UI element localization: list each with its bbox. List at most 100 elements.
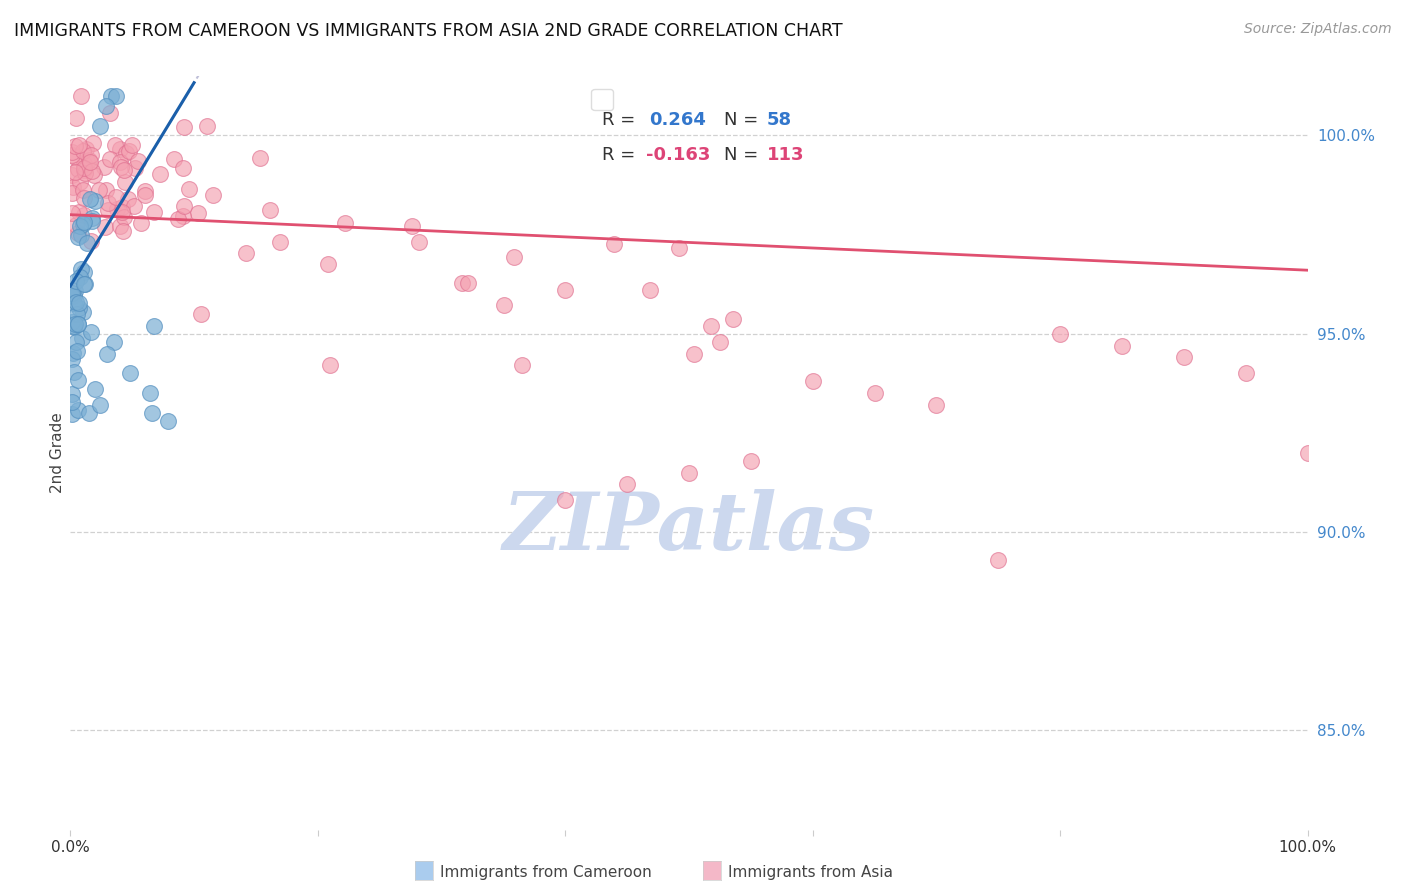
Point: [110, 160, 132, 174]
Text: 113: 113: [766, 146, 804, 164]
Point: [73, 277, 96, 291]
Point: [103, 334, 125, 349]
Point: [105, 88, 128, 103]
Point: [60, 145, 83, 159]
Point: [143, 318, 166, 333]
Point: [60, 387, 83, 401]
Point: [70, 331, 93, 345]
Point: [127, 154, 149, 169]
Point: [60, 352, 83, 367]
Point: [801, 374, 824, 388]
Point: [76, 235, 98, 250]
Point: [67, 317, 90, 331]
Point: [187, 206, 209, 220]
Point: [63, 318, 86, 333]
Point: [117, 193, 139, 207]
Point: [63, 317, 86, 331]
Point: [108, 155, 131, 169]
Point: [79, 192, 101, 206]
Point: [740, 453, 762, 467]
Point: [93, 160, 115, 174]
Point: [73, 157, 96, 171]
Point: [89, 398, 111, 412]
Point: [105, 202, 128, 216]
Text: R =: R =: [602, 111, 641, 128]
Point: [700, 318, 723, 333]
Point: [167, 212, 190, 227]
Point: [554, 493, 576, 508]
Point: [67, 229, 90, 244]
Point: [863, 386, 886, 401]
Point: [83, 168, 105, 182]
Text: N =: N =: [724, 111, 763, 128]
Point: [195, 120, 218, 134]
Point: [69, 175, 91, 189]
Point: [141, 406, 163, 420]
Point: [89, 119, 111, 133]
Point: [408, 235, 430, 249]
Point: [249, 152, 271, 166]
Text: 0.264: 0.264: [650, 111, 706, 128]
Point: [115, 146, 138, 161]
Point: [1111, 338, 1133, 352]
Point: [79, 155, 101, 169]
Point: [62, 180, 84, 194]
Point: [110, 200, 132, 214]
Point: [60, 148, 83, 162]
Point: [66, 226, 89, 240]
Point: [494, 297, 516, 311]
Point: [111, 224, 134, 238]
Y-axis label: 2nd Grade: 2nd Grade: [49, 412, 65, 493]
Point: [60, 289, 83, 303]
Text: -0.163: -0.163: [645, 146, 710, 164]
Point: [124, 199, 146, 213]
Point: [67, 138, 90, 153]
Point: [73, 191, 96, 205]
Point: [157, 414, 180, 428]
Point: [72, 305, 94, 319]
Point: [121, 137, 143, 152]
Point: [63, 295, 86, 310]
Point: [172, 161, 194, 175]
Point: [96, 99, 118, 113]
Point: [335, 216, 357, 230]
Point: [94, 220, 117, 235]
Point: [65, 335, 87, 350]
Point: [67, 295, 90, 310]
Point: [66, 344, 89, 359]
Point: [925, 398, 948, 412]
Point: [65, 294, 87, 309]
Point: [72, 144, 94, 158]
Point: [60, 168, 83, 182]
Point: [108, 142, 131, 156]
Point: [143, 205, 166, 219]
Point: [114, 175, 136, 189]
Point: [100, 88, 122, 103]
Point: [177, 182, 200, 196]
Point: [62, 365, 84, 379]
Point: [401, 219, 423, 233]
Point: [67, 205, 90, 219]
Point: [668, 241, 690, 255]
Point: [75, 142, 97, 156]
Text: 58: 58: [766, 111, 792, 128]
Point: [67, 161, 90, 176]
Point: [79, 153, 101, 167]
Point: [503, 250, 526, 264]
Point: [111, 205, 134, 219]
Point: [73, 277, 96, 291]
Point: [117, 145, 139, 159]
Point: [103, 138, 125, 153]
Point: [709, 334, 731, 349]
Point: [235, 245, 257, 260]
Point: [124, 161, 146, 175]
Point: [63, 289, 86, 303]
Point: [69, 219, 91, 233]
Point: [82, 214, 104, 228]
Point: [638, 283, 661, 297]
Point: [173, 199, 195, 213]
Legend: : [592, 88, 613, 111]
Point: [1049, 326, 1071, 341]
Point: [172, 209, 194, 223]
Text: ZIPatlas: ZIPatlas: [503, 490, 875, 566]
